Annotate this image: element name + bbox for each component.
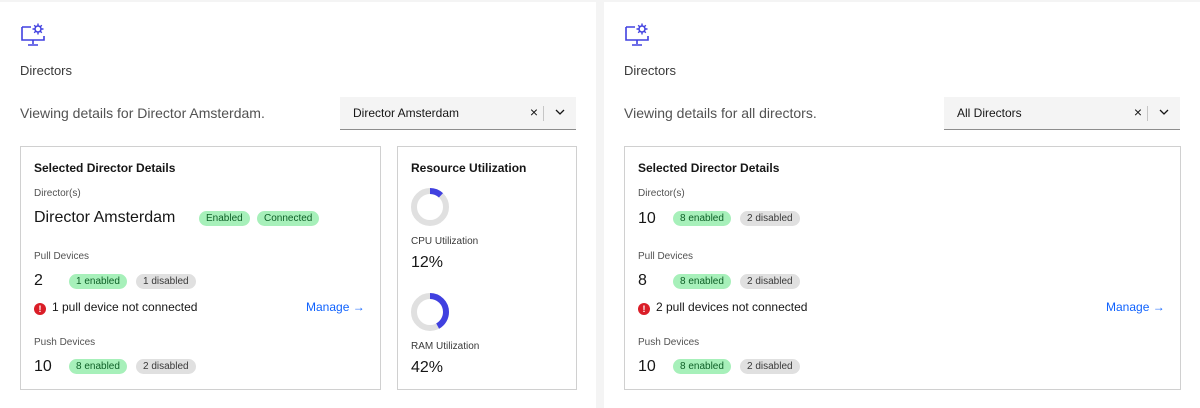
ram-donut-chart: [411, 293, 449, 331]
section-title: Directors: [20, 63, 73, 78]
pull-devices-label: Pull Devices: [638, 251, 694, 262]
ram-utilization-value: 42%: [411, 359, 444, 376]
card-title: Selected Director Details: [638, 161, 780, 175]
push-devices-value: 10: [34, 358, 52, 375]
push-devices-label: Push Devices: [34, 337, 96, 348]
pull-warning-text: 2 pull devices not connected: [656, 300, 808, 314]
status-badge-connected: Connected: [257, 211, 320, 226]
directors-enabled-badge: 8 enabled: [673, 211, 731, 226]
pull-devices-label: Pull Devices: [34, 251, 90, 262]
director-select-value: All Directors: [957, 106, 1022, 120]
card-title: Selected Director Details: [34, 161, 176, 175]
pull-enabled-badge: 8 enabled: [673, 274, 731, 289]
push-disabled-badge: 2 disabled: [136, 359, 196, 374]
pull-warning: ! 1 pull device not connected: [34, 300, 197, 315]
monitor-settings-icon: [625, 23, 649, 46]
directors-disabled-badge: 2 disabled: [740, 211, 800, 226]
push-enabled-badge: 8 enabled: [673, 359, 731, 374]
push-devices-label: Push Devices: [638, 337, 700, 348]
error-filled-icon: !: [34, 303, 46, 315]
director-select[interactable]: All Directors ×: [944, 97, 1180, 130]
viewing-details-text: Viewing details for all directors.: [624, 105, 817, 121]
resource-utilization-card: Resource Utilization CPU Utilization 12%…: [397, 146, 577, 390]
cpu-utilization-label: CPU Utilization: [411, 236, 479, 247]
selected-director-details-card: Selected Director Details Director(s) Di…: [20, 146, 381, 390]
error-filled-icon: !: [638, 303, 650, 315]
clear-icon[interactable]: ×: [1133, 104, 1142, 120]
directors-label: Director(s): [638, 188, 685, 199]
directors-value: Director Amsterdam: [34, 209, 176, 226]
clear-icon[interactable]: ×: [529, 104, 538, 120]
pull-disabled-badge: 1 disabled: [136, 274, 196, 289]
cpu-donut-chart: [411, 188, 449, 226]
manage-link[interactable]: Manage →: [306, 300, 365, 314]
resource-title: Resource Utilization: [411, 161, 527, 175]
pull-warning-text: 1 pull device not connected: [52, 300, 198, 314]
selected-director-details-card: Selected Director Details Director(s) 10…: [624, 146, 1181, 390]
chevron-down-icon[interactable]: [554, 106, 566, 118]
chevron-down-icon[interactable]: [1158, 106, 1170, 118]
pull-enabled-badge: 1 enabled: [69, 274, 127, 289]
viewing-details-text: Viewing details for Director Amsterdam.: [20, 105, 265, 121]
pull-devices-value: 8: [638, 272, 647, 289]
cpu-utilization-value: 12%: [411, 254, 444, 271]
status-badge-enabled: Enabled: [199, 211, 250, 226]
ram-utilization-label: RAM Utilization: [411, 341, 480, 352]
manage-link[interactable]: Manage →: [1106, 300, 1165, 314]
director-panel-right: Directors Viewing details for all direct…: [604, 2, 1200, 408]
directors-label: Director(s): [34, 188, 81, 199]
push-enabled-badge: 8 enabled: [69, 359, 127, 374]
director-panel-left: Directors Viewing details for Director A…: [0, 2, 596, 408]
monitor-settings-icon: [21, 23, 45, 46]
director-select[interactable]: Director Amsterdam ×: [340, 97, 576, 130]
pull-disabled-badge: 2 disabled: [740, 274, 800, 289]
pull-devices-value: 2: [34, 272, 43, 289]
select-divider: [1147, 106, 1148, 121]
select-divider: [543, 106, 544, 121]
push-disabled-badge: 2 disabled: [740, 359, 800, 374]
section-title: Directors: [624, 63, 677, 78]
push-devices-value: 10: [638, 358, 656, 375]
director-select-value: Director Amsterdam: [353, 106, 460, 120]
pull-warning: ! 2 pull devices not connected: [638, 300, 807, 315]
directors-value: 10: [638, 210, 656, 227]
